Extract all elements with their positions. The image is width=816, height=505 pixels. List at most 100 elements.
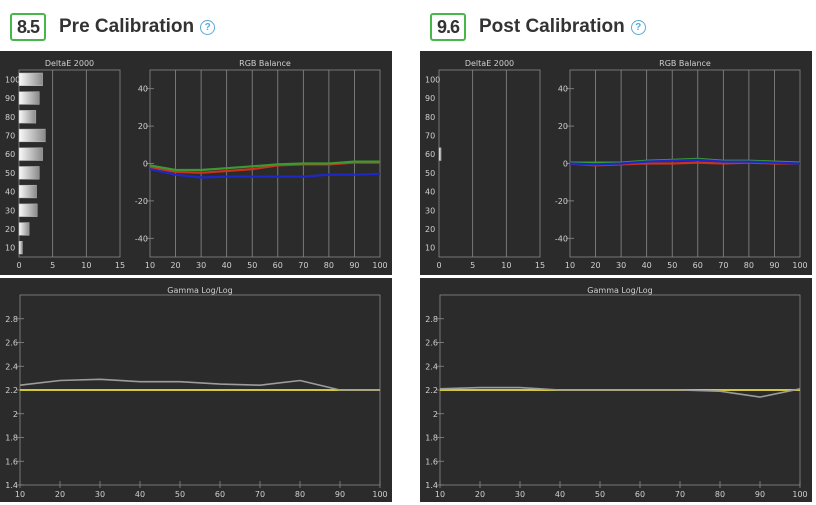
deltae-y-level-label: 30 — [425, 206, 435, 215]
deltae-y-level-label: 100 — [5, 75, 20, 84]
deltae-title: DeltaE 2000 — [45, 59, 94, 68]
gamma-x-tick-label: 90 — [755, 490, 765, 499]
gamma-y-tick-label: 2.4 — [425, 362, 438, 371]
gamma-x-tick-label: 20 — [55, 490, 65, 499]
rgb-x-tick-label: 80 — [744, 261, 754, 270]
deltae-y-level-label: 40 — [5, 188, 15, 197]
rgb-y-tick-label: -20 — [555, 197, 568, 206]
gamma-y-tick-label: 1.4 — [425, 481, 438, 490]
rgb-y-tick-label: -40 — [555, 234, 568, 243]
rgb-y-tick-label: 20 — [558, 122, 568, 131]
gamma-y-tick-label: 1.6 — [5, 457, 18, 466]
deltae-title: DeltaE 2000 — [465, 59, 514, 68]
deltae-y-level-label: 100 — [425, 75, 440, 84]
rgb-y-tick-label: 40 — [138, 85, 148, 94]
rgb-series-line-blue — [569, 158, 801, 166]
rgb-y-tick-label: -40 — [135, 234, 148, 243]
gamma-y-tick-label: 2.2 — [5, 386, 18, 395]
deltae-bar — [18, 128, 46, 143]
deltae-y-level-label: 40 — [425, 188, 435, 197]
deltae-bar — [18, 72, 43, 86]
gamma-y-tick-label: 2.4 — [5, 362, 18, 371]
gamma-x-tick-label: 30 — [515, 490, 525, 499]
rgb-x-tick-label: 10 — [565, 261, 575, 270]
rgb-series-line-blue — [149, 168, 381, 179]
rgb-x-tick-label: 80 — [324, 261, 334, 270]
rgb-x-tick-label: 90 — [349, 261, 359, 270]
rgb-x-tick-label: 50 — [667, 261, 677, 270]
gamma-x-tick-label: 80 — [715, 490, 725, 499]
deltae-frame — [18, 69, 121, 258]
help-question-icon[interactable]: ? — [200, 19, 216, 35]
rgb-x-tick-label: 30 — [616, 261, 626, 270]
rgb-x-tick-label: 50 — [247, 261, 257, 270]
gamma-y-tick-label: 2 — [433, 410, 438, 419]
deltae-y-level-label: 60 — [425, 150, 435, 159]
rgb-x-tick-label: 70 — [718, 261, 728, 270]
panel-header: 9.6 Post Calibration ? — [430, 11, 646, 43]
gamma-y-tick-label: 2.8 — [425, 315, 438, 324]
rgb-x-tick-label: 40 — [222, 261, 232, 270]
rgb-x-tick-label: 100 — [372, 261, 387, 270]
rgb-title: RGB Balance — [239, 59, 291, 68]
deltae-y-level-label: 30 — [5, 206, 15, 215]
rgb-x-tick-label: 30 — [196, 261, 206, 270]
deltae-y-level-label: 20 — [425, 225, 435, 234]
deltae-x-tick-label: 15 — [535, 261, 545, 270]
gamma-y-tick-label: 1.8 — [425, 434, 438, 443]
gamma-chart: Gamma Log/Log 10 20 30 40 50 60 70 80 90 100 2.8 2.6… — [0, 278, 392, 502]
deltae-x-tick-label: 5 — [50, 261, 55, 270]
deltae-x-tick-label: 5 — [470, 261, 475, 270]
gamma-x-tick-label: 30 — [95, 490, 105, 499]
deltae-y-level-label: 90 — [5, 94, 15, 103]
rgb-x-tick-label: 20 — [590, 261, 600, 270]
gamma-title: Gamma Log/Log — [167, 286, 232, 295]
deltae-bar — [18, 166, 40, 180]
rgb-x-tick-label: 90 — [769, 261, 779, 270]
panel-title: Pre Calibration — [59, 16, 195, 37]
rgb-x-tick-label: 10 — [145, 261, 155, 270]
rgb-title: RGB Balance — [659, 59, 711, 68]
gamma-y-tick-label: 2.6 — [425, 339, 438, 348]
gamma-y-tick-label: 2.6 — [5, 339, 18, 348]
deltae-y-level-label: 90 — [425, 94, 435, 103]
gamma-x-tick-label: 70 — [255, 490, 265, 499]
help-question-icon[interactable]: ? — [630, 19, 646, 35]
rgb-y-tick-label: 0 — [143, 160, 148, 169]
gamma-x-tick-label: 80 — [295, 490, 305, 499]
rgb-series-line-green — [149, 160, 380, 172]
rgb-x-tick-label: 100 — [792, 261, 807, 270]
gamma-x-tick-label: 40 — [135, 490, 145, 499]
deltae-bar — [18, 222, 30, 236]
deltae-y-level-label: 60 — [5, 150, 15, 159]
deltae-y-level-label: 80 — [5, 113, 15, 122]
gamma-y-tick-label: 1.6 — [425, 457, 438, 466]
deltae-y-level-label: 20 — [5, 225, 15, 234]
gamma-y-tick-label: 1.8 — [5, 434, 18, 443]
deltae-y-level-label: 70 — [425, 131, 435, 140]
gamma-title: Gamma Log/Log — [587, 286, 652, 295]
rgb-y-tick-label: 20 — [138, 122, 148, 131]
gamma-y-tick-label: 2.2 — [425, 386, 438, 395]
gamma-y-tick-label: 2 — [13, 410, 18, 419]
gamma-x-tick-label: 10 — [15, 490, 25, 499]
rgb-x-tick-label: 60 — [273, 261, 283, 270]
score-badge: 9.6 — [430, 13, 466, 41]
gamma-x-tick-label: 100 — [372, 490, 387, 499]
gamma-x-tick-label: 90 — [335, 490, 345, 499]
rgb-x-tick-label: 20 — [170, 261, 180, 270]
gamma-x-tick-label: 40 — [555, 490, 565, 499]
deltae-bar — [18, 184, 37, 199]
panel-header: 8.5 Pre Calibration ? — [10, 11, 216, 43]
deltae-x-tick-label: 0 — [436, 261, 441, 270]
deltae-bar — [18, 147, 43, 161]
gamma-x-tick-label: 100 — [792, 490, 807, 499]
rgb-x-tick-label: 60 — [693, 261, 703, 270]
gamma-measured-line — [19, 378, 380, 391]
deltae-bar — [18, 241, 23, 255]
score-badge: 8.5 — [10, 13, 46, 41]
rgb-x-tick-label: 70 — [298, 261, 308, 270]
rgb-y-tick-label: -20 — [135, 197, 148, 206]
deltae-y-level-label: 10 — [425, 244, 435, 253]
